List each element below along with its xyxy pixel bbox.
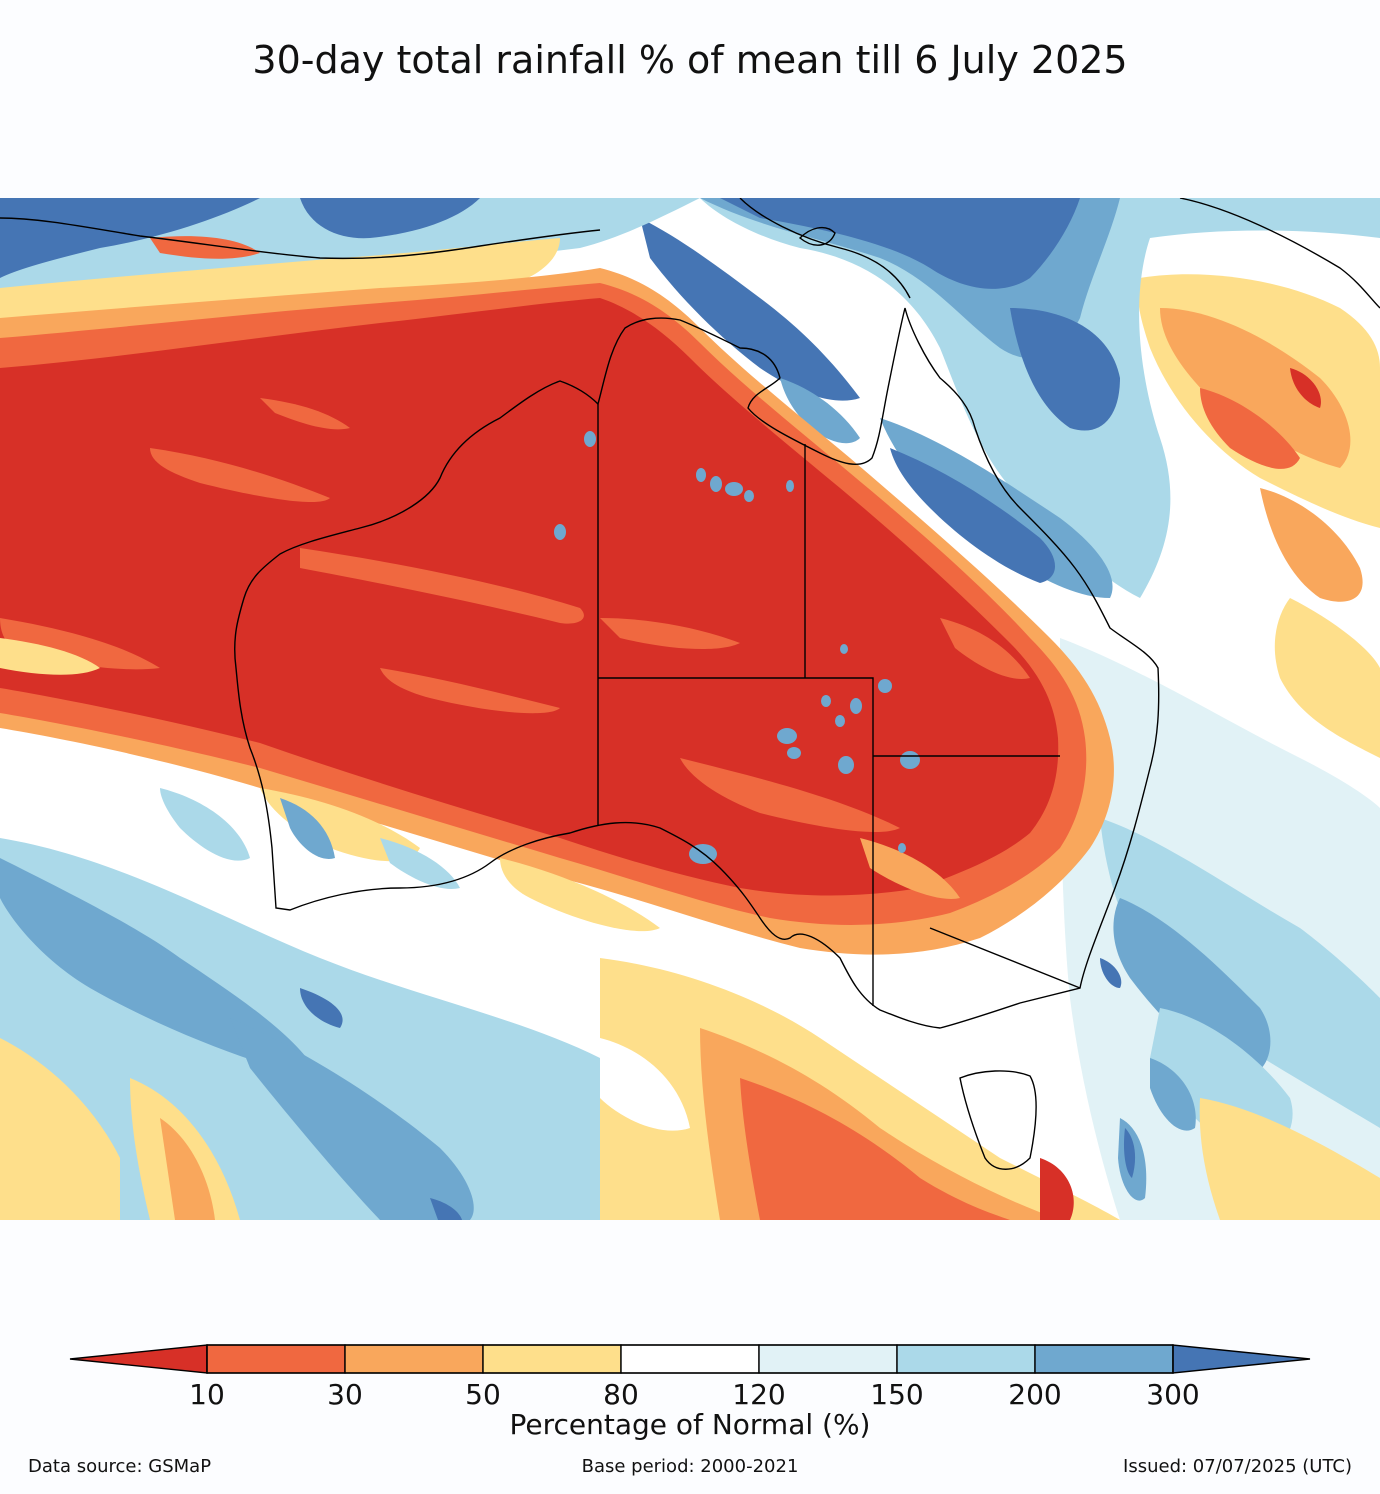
colorbar-tick-label: 150 <box>870 1378 924 1411</box>
rainfall-map-svg <box>0 198 1380 1220</box>
southern-ocean-anomalies <box>0 838 600 1220</box>
colorbar-tick-label: 200 <box>1008 1378 1062 1411</box>
colorbar-tick-label: 120 <box>732 1378 786 1411</box>
sa-nt-border <box>598 677 874 1006</box>
colorbar-extend-high <box>1172 1344 1311 1374</box>
coastline <box>0 198 1380 1170</box>
nsw-vic-border <box>929 927 1081 989</box>
northeast-ocean-anomalies <box>1138 216 1380 602</box>
base-period: Base period: 2000-2021 <box>581 1456 799 1477</box>
western-ocean-dry-band <box>0 268 1114 955</box>
southeast-ocean-anomalies <box>600 958 1120 1220</box>
colorbar-tick-label: 10 <box>189 1378 225 1411</box>
issued-date: Issued: 07/07/2025 (UTC) <box>1123 1456 1352 1477</box>
rainfall-map <box>0 198 1380 1220</box>
data-source: Data source: GSMaP <box>28 1456 212 1477</box>
colorbar-segment <box>896 1344 1036 1374</box>
east-ocean-anomalies <box>1060 598 1380 1220</box>
map-title: 30-day total rainfall % of mean till 6 J… <box>252 38 1128 82</box>
tasmania-outline <box>959 1070 1037 1170</box>
colorbar-segment <box>620 1344 760 1374</box>
colorbar-tick-label: 80 <box>603 1378 639 1411</box>
coral-sea-wet-band <box>640 198 1380 598</box>
colorbar-segment <box>1034 1344 1174 1374</box>
colorbar-segment <box>344 1344 484 1374</box>
colorbar-segment <box>206 1344 346 1374</box>
state-borders <box>597 404 1081 1006</box>
colorbar <box>69 1344 1311 1374</box>
colorbar-segment <box>482 1344 622 1374</box>
colorbar-tick-label: 30 <box>327 1378 363 1411</box>
colorbar-tick-label: 50 <box>465 1378 501 1411</box>
colorbar-tick-label: 300 <box>1146 1378 1200 1411</box>
colorbar-label: Percentage of Normal (%) <box>509 1408 871 1441</box>
colorbar-segment <box>758 1344 898 1374</box>
colorbar-extend-low <box>69 1344 208 1374</box>
southwest-anomalies <box>0 638 660 932</box>
